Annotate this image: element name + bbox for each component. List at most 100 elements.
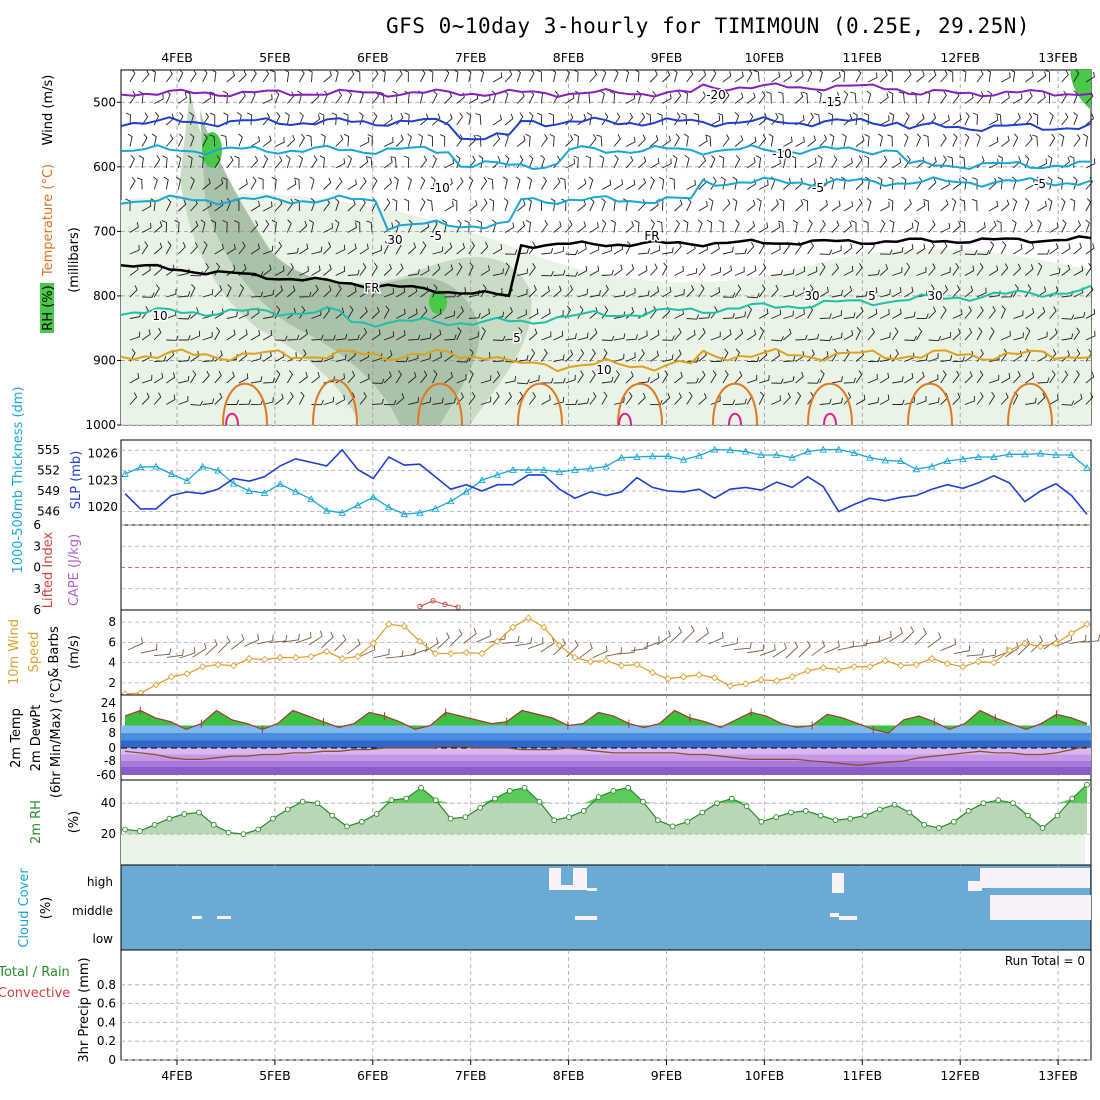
wind-10m-barb (179, 646, 196, 659)
wind-barb (649, 176, 655, 190)
wind-barb (829, 133, 835, 147)
wind-barb (428, 69, 434, 83)
wind-barb (722, 265, 732, 276)
wind-speed-point (881, 656, 889, 665)
wind-speed-point (804, 667, 812, 675)
wind-barb (783, 392, 791, 405)
thickness-point (695, 451, 703, 459)
wind-barb (928, 397, 940, 405)
wind-barb (190, 307, 199, 319)
wind-barb (746, 221, 756, 233)
wind-barb (408, 397, 420, 405)
thk-frame (120, 439, 1092, 526)
wind-barb (323, 285, 332, 298)
wind-barb (262, 330, 273, 341)
wind-barb (795, 371, 804, 384)
wind-barb (771, 244, 781, 255)
wind-barb (1037, 262, 1043, 276)
date-label-top: 5FEB (259, 50, 291, 65)
wind-barb (161, 220, 167, 233)
wind-10m-barb (798, 640, 811, 658)
wind-barb (589, 69, 598, 83)
wind-barb (427, 134, 433, 147)
contour-15-loop (1007, 382, 1053, 426)
wind-speed-point (447, 649, 455, 658)
wind-barb (333, 69, 339, 83)
rh-point (521, 784, 528, 791)
date-label-top: 11FEB (843, 50, 883, 65)
wind-barb (783, 355, 796, 362)
wind-barb (432, 369, 438, 384)
wind-barb (444, 310, 456, 319)
wind-barb (1037, 201, 1047, 212)
li-ytick: 0 (33, 561, 41, 575)
contour-15-loop (517, 382, 563, 426)
wind-barb (250, 200, 260, 212)
wind-barb (807, 112, 814, 126)
wind-barb (747, 356, 760, 362)
wind-barb (344, 133, 350, 147)
wind-barb (928, 220, 936, 233)
wind-barb (710, 243, 720, 255)
wind-barb (734, 266, 745, 276)
wind-barb (819, 335, 833, 342)
wind-barb (178, 396, 189, 405)
wind-barb (565, 399, 578, 405)
wind-barb (577, 370, 584, 384)
wind-barb (952, 178, 962, 190)
ua-ylabel-temp: Temperature (°C) (41, 164, 56, 277)
wind-barb (395, 241, 402, 255)
wind-barb (722, 329, 732, 341)
wind-barb (573, 69, 579, 83)
wind-barb (335, 307, 345, 319)
wind-barb (686, 197, 692, 212)
wind-barb (274, 285, 284, 298)
wind-barb (674, 112, 681, 126)
wind-barb (286, 219, 292, 233)
wind-barb (1085, 330, 1096, 341)
rh-point (477, 804, 484, 811)
wind-speed-point (773, 677, 781, 685)
thickness-point (555, 468, 564, 475)
wind-10m-barb (876, 630, 892, 643)
wind-barb (634, 219, 640, 233)
wind-barb (940, 69, 948, 83)
rh-point (225, 829, 232, 836)
wind-barb (916, 395, 927, 405)
wind-barb (855, 69, 862, 83)
wind-barb (976, 222, 986, 233)
wind-barb (674, 133, 680, 147)
wind-barb (732, 176, 738, 190)
rh-point (832, 817, 839, 824)
wind-barb (478, 155, 484, 169)
wind-barb (476, 219, 482, 233)
ua-ytick-label: 500 (93, 95, 116, 109)
wind-barb (380, 69, 386, 83)
rh-point (270, 815, 276, 822)
cape-ylabel: CAPE (J/kg) (67, 534, 82, 606)
wind-barb (371, 112, 378, 126)
wind-barb (601, 376, 614, 384)
wind-barb (1049, 222, 1059, 233)
wind-barb (202, 241, 208, 255)
thickness-point (617, 453, 626, 461)
wind-barb (783, 71, 793, 83)
wind-barb (807, 68, 813, 83)
wind-barb (807, 284, 814, 298)
wind-barb (210, 112, 216, 126)
wind-speed-point (974, 657, 983, 666)
wind-barb (274, 241, 283, 255)
contour-20-loop (618, 412, 632, 426)
thickness-ytick: 555 (37, 443, 60, 457)
wind-barb (1061, 243, 1071, 255)
thickness-point (245, 487, 253, 494)
wind-barb (153, 242, 163, 255)
wind-10m-barb (850, 639, 868, 648)
wind-barb (456, 287, 466, 298)
wind-barb (697, 219, 703, 233)
wind-barb (246, 112, 253, 126)
contour-label: -5 (430, 229, 442, 243)
thickness-point (1021, 450, 1029, 458)
wind-barb (1000, 392, 1009, 405)
wind-barb (395, 308, 406, 319)
